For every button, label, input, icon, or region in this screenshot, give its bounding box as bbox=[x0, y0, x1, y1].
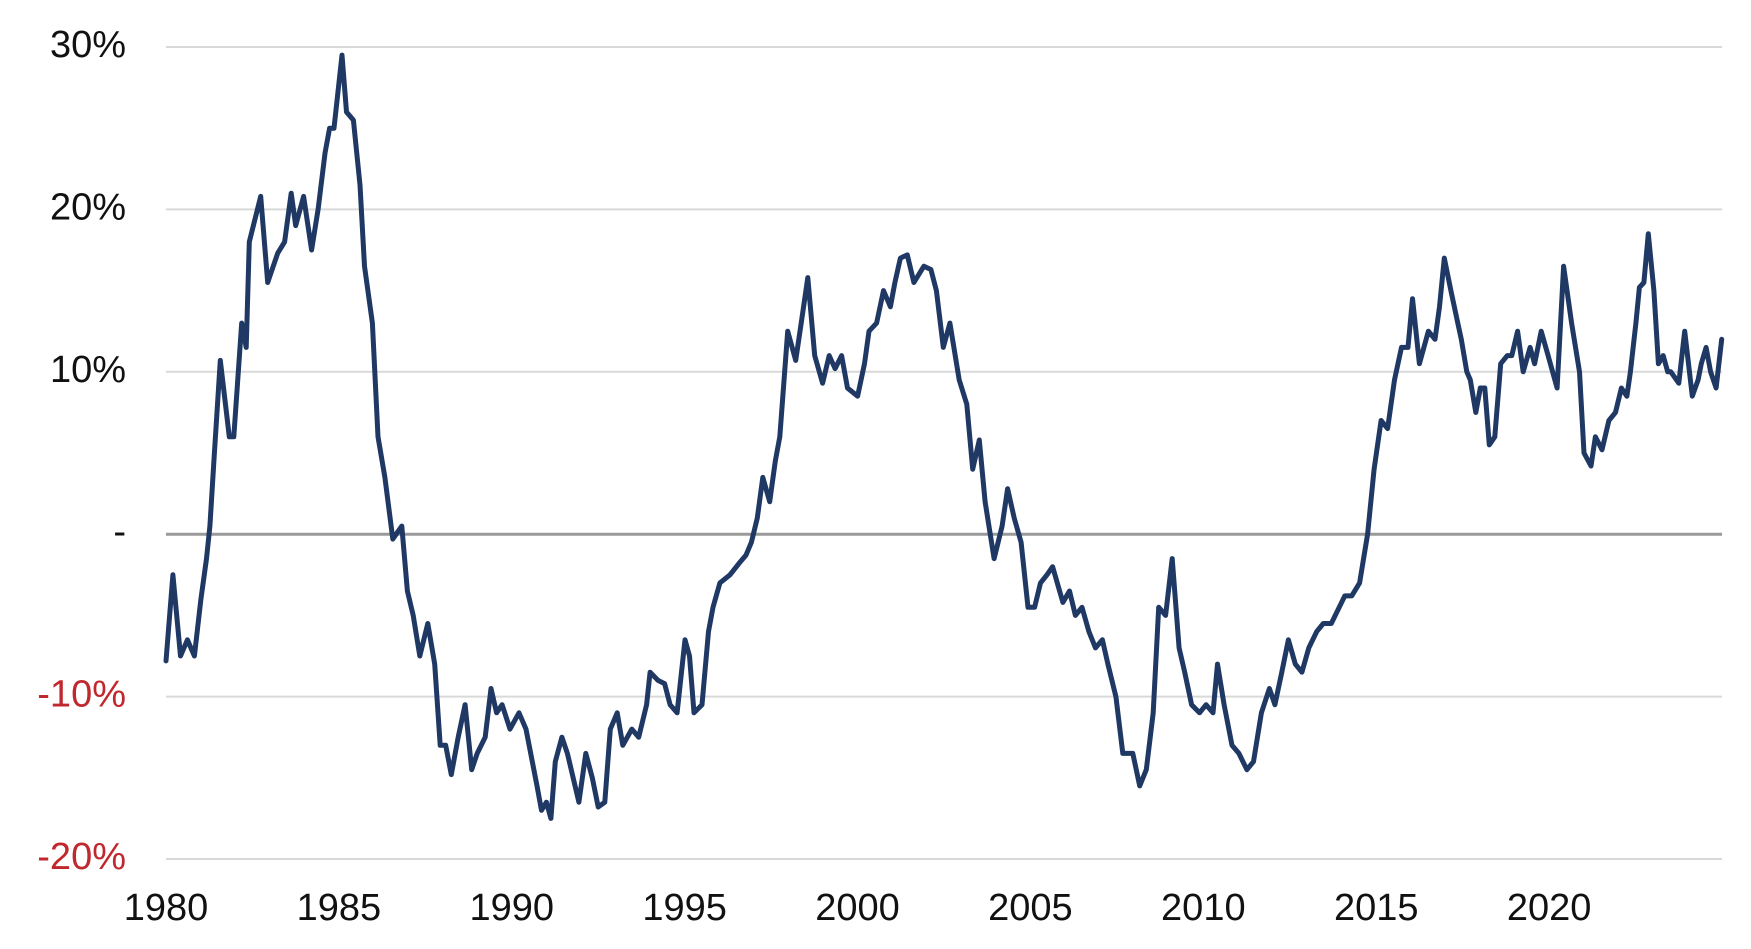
y-tick-label: 30% bbox=[50, 24, 126, 66]
x-tick-label: 2015 bbox=[1334, 887, 1419, 929]
x-tick-label: 1980 bbox=[124, 887, 209, 929]
x-tick-label: 2005 bbox=[988, 887, 1073, 929]
x-tick-label: 1985 bbox=[297, 887, 382, 929]
y-tick-label: -20% bbox=[37, 836, 126, 878]
y-tick-label: - bbox=[113, 511, 126, 553]
y-tick-label: 10% bbox=[50, 349, 126, 391]
x-tick-label: 2000 bbox=[815, 887, 900, 929]
data-line bbox=[163, 52, 1725, 821]
x-tick-label: 2010 bbox=[1161, 887, 1246, 929]
x-tick-label: 1990 bbox=[470, 887, 555, 929]
y-tick-label: 20% bbox=[50, 186, 126, 228]
y-tick-label: -10% bbox=[37, 674, 126, 716]
x-tick-label: 1995 bbox=[642, 887, 727, 929]
x-tick-label: 2020 bbox=[1507, 887, 1592, 929]
